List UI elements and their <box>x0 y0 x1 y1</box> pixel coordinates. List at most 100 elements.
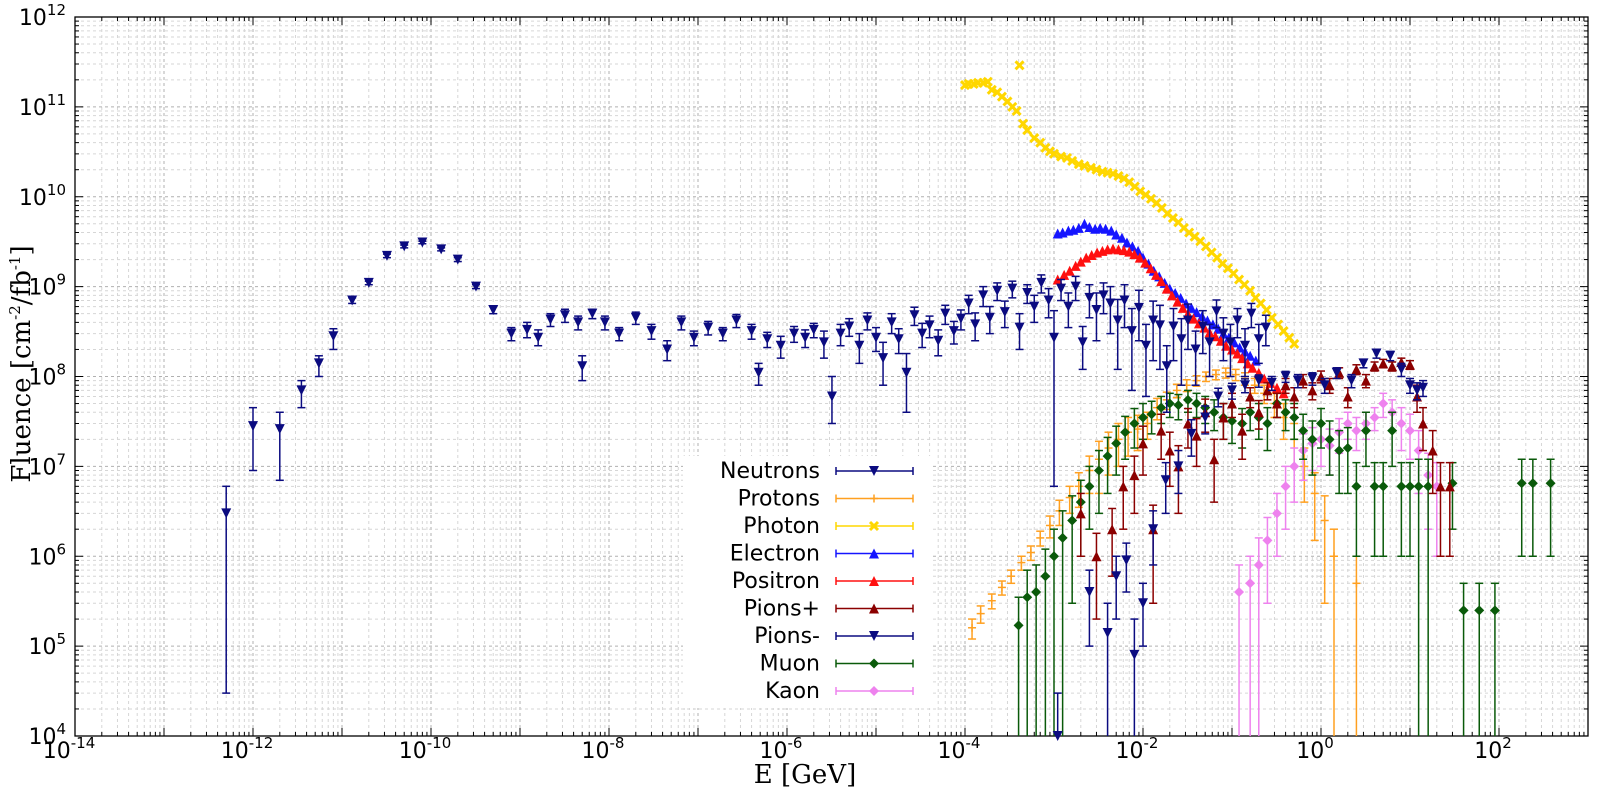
marker <box>940 308 951 319</box>
data-point-neutrons <box>1197 309 1208 355</box>
data-point-muon <box>1280 399 1291 432</box>
data-point-pionsminus <box>1200 405 1211 435</box>
data-point-neutrons <box>789 325 800 344</box>
data-point-pionsplus <box>1418 406 1429 452</box>
series-protons <box>968 367 1361 736</box>
marker <box>1018 118 1029 129</box>
marker-stroke <box>1151 198 1162 209</box>
data-point-positron <box>1124 246 1135 257</box>
marker <box>1146 409 1157 420</box>
marker <box>1148 315 1159 326</box>
data-point-pionsplus <box>1245 386 1256 409</box>
data-point-muon <box>1316 407 1326 449</box>
data-point-pionsplus <box>1075 492 1086 557</box>
x-tick-label: 10-4 <box>938 734 981 764</box>
marker <box>688 332 699 343</box>
legend-label: Electron <box>730 542 820 567</box>
marker-stroke <box>1278 326 1289 337</box>
marker <box>924 320 935 331</box>
series-neutrons <box>221 237 1271 694</box>
marker <box>1102 451 1113 462</box>
marker <box>1250 381 1259 390</box>
marker <box>1324 434 1335 445</box>
marker <box>1229 337 1240 348</box>
data-point-positron <box>1134 252 1145 263</box>
marker <box>399 241 410 252</box>
data-point-protons <box>976 605 985 624</box>
marker <box>1022 125 1033 136</box>
marker <box>909 310 920 321</box>
marker <box>1545 478 1556 489</box>
data-point-neutrons <box>688 330 699 347</box>
x-tick-label: 10-2 <box>1116 734 1159 764</box>
marker <box>1266 377 1277 388</box>
data-point-kaon <box>1351 416 1362 452</box>
data-point-pionsplus <box>1118 465 1129 530</box>
legend-item-positron: Positron <box>732 569 914 594</box>
marker <box>1073 222 1084 233</box>
marker <box>1245 391 1256 402</box>
marker-stroke <box>1135 186 1146 197</box>
marker-stroke <box>1007 101 1018 112</box>
data-point-pionsplus <box>1378 358 1389 369</box>
marker <box>1396 481 1407 492</box>
data-point-photon <box>986 84 997 95</box>
y-axis-title-base: Fluence [cm <box>7 320 37 483</box>
marker <box>452 254 463 265</box>
marker-stroke <box>1048 148 1060 159</box>
marker <box>1412 385 1423 396</box>
data-point-neutrons <box>948 320 959 345</box>
data-point-neutrons <box>1022 283 1033 305</box>
marker <box>381 250 392 261</box>
marker-stroke <box>992 87 1003 98</box>
legend-item-neutrons: Neutrons <box>720 459 914 484</box>
marker <box>893 334 904 345</box>
y-axis-title-sup2: -1 <box>6 256 24 271</box>
data-point-positron <box>1156 276 1167 287</box>
legend-marker <box>869 576 879 586</box>
marker <box>933 335 944 346</box>
marker-stroke <box>1212 252 1223 263</box>
marker <box>1126 326 1137 337</box>
data-point-photon <box>1079 160 1090 172</box>
data-point-neutrons <box>1260 314 1271 347</box>
marker <box>1200 412 1211 423</box>
marker-stroke <box>1079 160 1090 172</box>
data-point-neutrons <box>933 329 944 357</box>
marker <box>1262 535 1273 546</box>
marker <box>1225 337 1236 348</box>
marker <box>1245 350 1256 361</box>
data-point-electron <box>1111 229 1122 240</box>
data-point-pionsminus <box>1102 602 1113 736</box>
marker <box>1213 391 1224 402</box>
data-point-neutrons <box>1240 327 1251 378</box>
marker <box>1413 445 1424 456</box>
data-point-neutrons <box>1133 289 1144 342</box>
marker <box>573 317 584 328</box>
data-point-muon <box>1405 461 1415 557</box>
marker <box>1075 508 1086 519</box>
data-point-neutrons <box>1204 323 1215 378</box>
marker-stroke <box>1014 60 1025 71</box>
data-point-neutrons <box>599 315 610 331</box>
marker <box>1160 475 1171 486</box>
data-point-neutrons <box>1246 302 1257 329</box>
marker-stroke <box>1061 152 1073 164</box>
data-point-electron <box>1245 350 1256 361</box>
marker <box>1232 348 1243 359</box>
marker <box>1120 427 1131 438</box>
data-point-neutrons <box>559 308 570 324</box>
data-point-pionsplus <box>1405 359 1415 371</box>
marker <box>1138 598 1148 609</box>
marker <box>1007 572 1016 581</box>
data-point-photon <box>1061 152 1073 164</box>
marker <box>1022 592 1033 603</box>
marker <box>1310 489 1319 498</box>
data-point-muon <box>1423 458 1434 736</box>
marker <box>347 295 358 306</box>
marker-stroke <box>1018 118 1029 129</box>
marker <box>1331 367 1342 378</box>
marker <box>854 340 865 351</box>
marker <box>1167 290 1178 301</box>
data-point-neutrons <box>470 281 481 292</box>
